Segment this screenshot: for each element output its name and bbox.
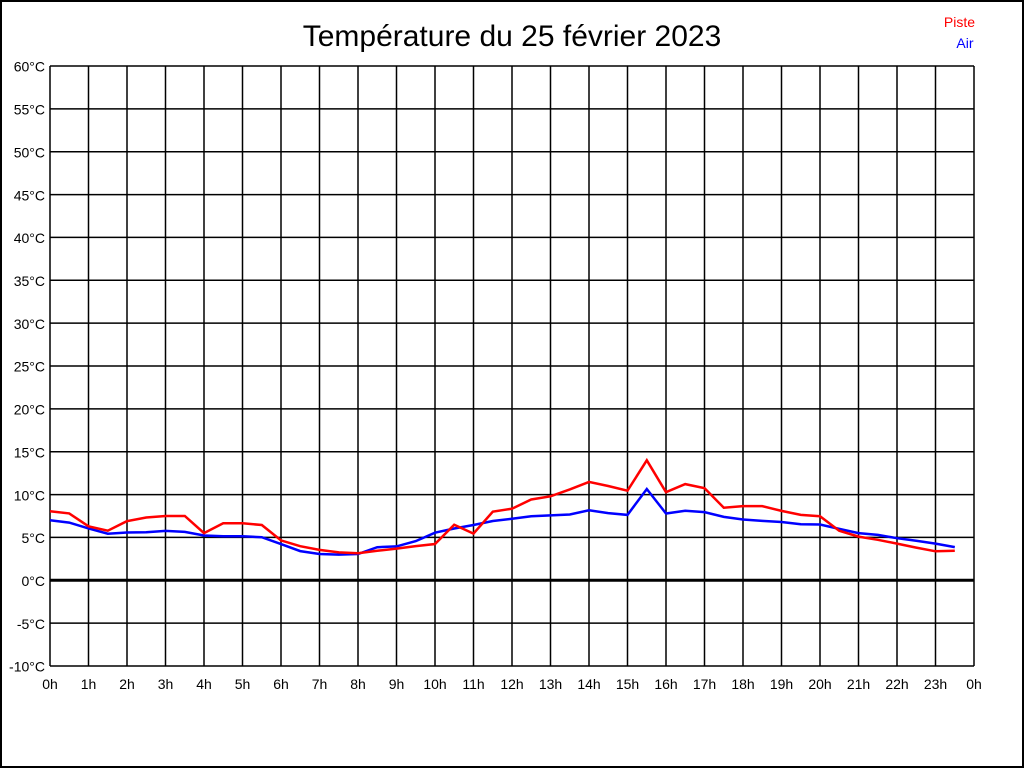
svg-text:30°C: 30°C	[14, 316, 45, 332]
svg-text:0°C: 0°C	[22, 573, 46, 589]
svg-text:8h: 8h	[350, 676, 366, 692]
svg-text:Piste: Piste	[944, 14, 975, 30]
svg-text:20°C: 20°C	[14, 402, 45, 418]
svg-text:15°C: 15°C	[14, 444, 45, 460]
svg-text:5h: 5h	[235, 676, 251, 692]
svg-text:3h: 3h	[158, 676, 174, 692]
svg-text:22h: 22h	[885, 676, 908, 692]
svg-text:9h: 9h	[389, 676, 405, 692]
svg-text:20h: 20h	[808, 676, 831, 692]
svg-text:17h: 17h	[693, 676, 716, 692]
svg-text:11h: 11h	[462, 676, 484, 692]
svg-text:Température du 25 février 2023: Température du 25 février 2023	[303, 20, 722, 53]
svg-text:2h: 2h	[119, 676, 135, 692]
svg-text:16h: 16h	[654, 676, 677, 692]
svg-text:12h: 12h	[500, 676, 523, 692]
svg-text:15h: 15h	[616, 676, 639, 692]
svg-text:5°C: 5°C	[22, 530, 46, 546]
svg-text:10°C: 10°C	[14, 487, 45, 503]
svg-text:35°C: 35°C	[14, 273, 45, 289]
svg-text:55°C: 55°C	[14, 102, 45, 118]
svg-text:1h: 1h	[81, 676, 97, 692]
svg-text:40°C: 40°C	[14, 230, 45, 246]
svg-text:45°C: 45°C	[14, 187, 45, 203]
svg-text:21h: 21h	[847, 676, 870, 692]
svg-text:60°C: 60°C	[14, 59, 45, 75]
svg-text:14h: 14h	[577, 676, 600, 692]
svg-text:0h: 0h	[42, 676, 58, 692]
svg-text:19h: 19h	[770, 676, 793, 692]
svg-text:-5°C: -5°C	[17, 616, 45, 632]
svg-text:4h: 4h	[196, 676, 212, 692]
svg-text:Air: Air	[956, 35, 973, 51]
svg-text:0h: 0h	[966, 676, 982, 692]
svg-text:6h: 6h	[273, 676, 289, 692]
svg-text:7h: 7h	[312, 676, 328, 692]
svg-text:50°C: 50°C	[14, 144, 45, 160]
svg-text:23h: 23h	[924, 676, 947, 692]
svg-text:-10°C: -10°C	[9, 659, 45, 675]
svg-text:10h: 10h	[423, 676, 446, 692]
svg-text:13h: 13h	[539, 676, 562, 692]
svg-text:25°C: 25°C	[14, 359, 45, 375]
svg-text:18h: 18h	[731, 676, 754, 692]
